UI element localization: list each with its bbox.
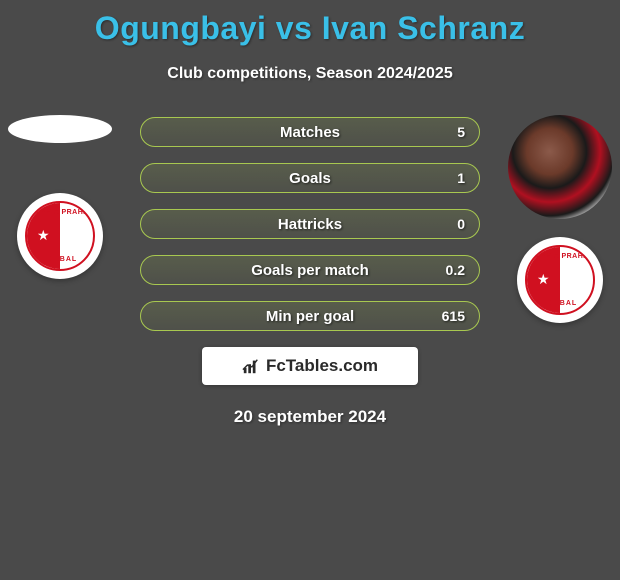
player-left-club-badge: ★ SLAVIA PRAHA FOTBAL [17, 193, 103, 279]
stat-value-right: 5 [457, 124, 465, 140]
player-right-club-badge: ★ SLAVIA PRAHA FOTBAL [517, 237, 603, 323]
subtitle: Club competitions, Season 2024/2025 [0, 65, 620, 83]
club-badge-star-icon: ★ [537, 271, 550, 288]
club-badge-star-icon: ★ [37, 227, 50, 244]
stat-bars: Matches 5 Goals 1 Hattricks 0 Goals per … [140, 115, 480, 331]
stat-row-hattricks: Hattricks 0 [140, 209, 480, 239]
stat-value-right: 615 [442, 308, 465, 324]
club-badge-text-top: SLAVIA PRAHA [527, 253, 593, 260]
brand-text: FcTables.com [266, 356, 378, 376]
stat-row-goals: Goals 1 [140, 163, 480, 193]
comparison-area: ★ SLAVIA PRAHA FOTBAL ★ SLAVIA PRAHA FOT… [0, 115, 620, 427]
brand-box[interactable]: FcTables.com [202, 347, 418, 385]
date-text: 20 september 2024 [0, 407, 620, 427]
stat-row-matches: Matches 5 [140, 117, 480, 147]
club-badge-inner: ★ SLAVIA PRAHA FOTBAL [25, 201, 95, 271]
player-left-avatar [8, 115, 112, 143]
player-right-avatar [508, 115, 612, 219]
bar-chart-icon [242, 357, 260, 375]
club-badge-text-bottom: FOTBAL [527, 300, 593, 307]
club-badge-text-bottom: FOTBAL [27, 256, 93, 263]
club-badge-inner: ★ SLAVIA PRAHA FOTBAL [525, 245, 595, 315]
club-badge-text-top: SLAVIA PRAHA [27, 209, 93, 216]
stat-label: Hattricks [278, 216, 342, 233]
stat-label: Goals [289, 170, 331, 187]
player-left-column: ★ SLAVIA PRAHA FOTBAL [8, 115, 112, 279]
stat-row-goals-per-match: Goals per match 0.2 [140, 255, 480, 285]
stat-value-right: 0.2 [446, 262, 465, 278]
stat-row-min-per-goal: Min per goal 615 [140, 301, 480, 331]
page-title: Ogungbayi vs Ivan Schranz [0, 0, 620, 47]
stat-label: Matches [280, 124, 340, 141]
player-right-column: ★ SLAVIA PRAHA FOTBAL [508, 115, 612, 323]
stat-label: Min per goal [266, 308, 354, 325]
stat-value-right: 0 [457, 216, 465, 232]
stat-value-right: 1 [457, 170, 465, 186]
stat-label: Goals per match [251, 262, 369, 279]
